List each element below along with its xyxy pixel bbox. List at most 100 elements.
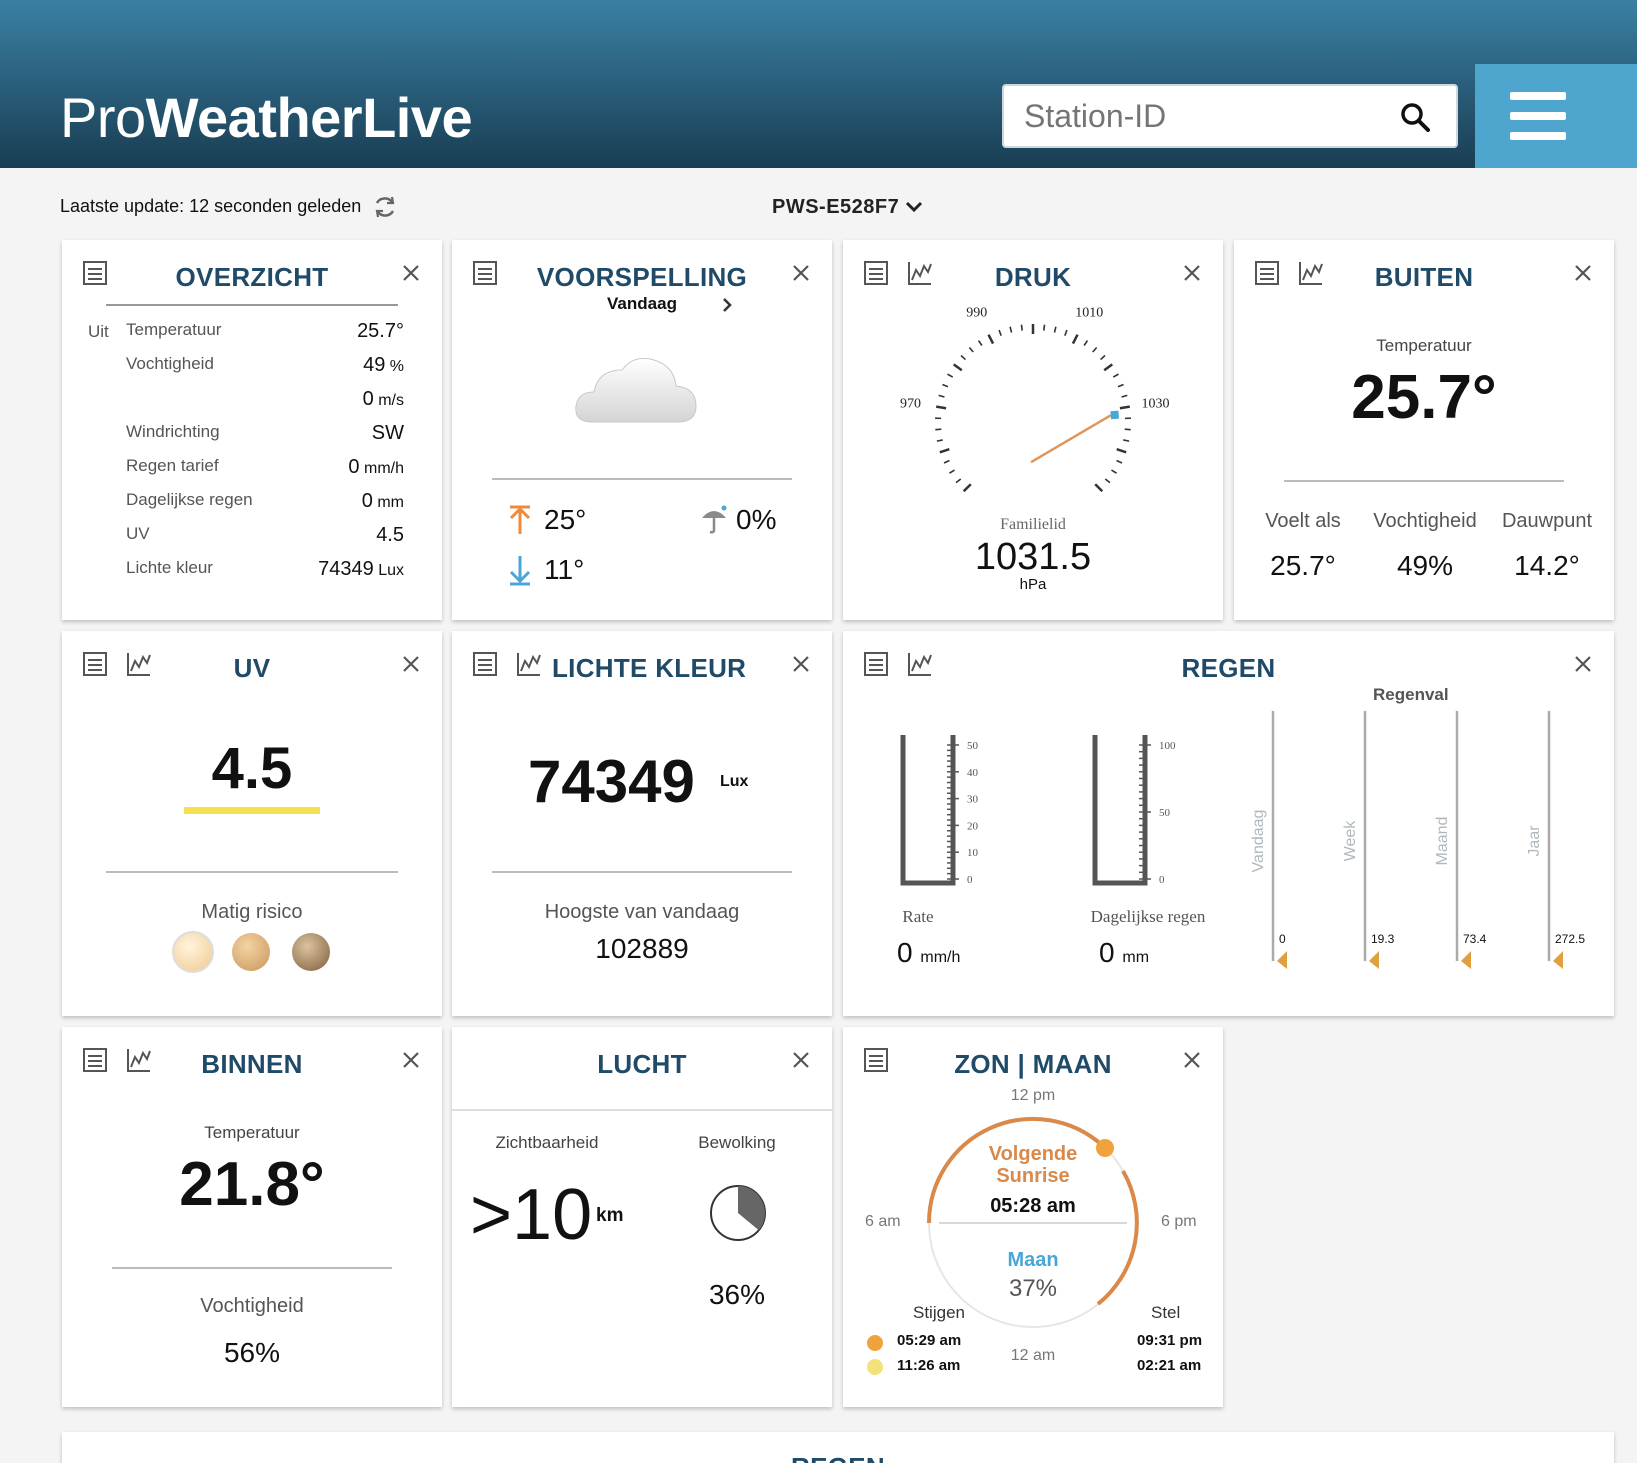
sun-rise-time: 05:29 am — [897, 1332, 962, 1349]
app-header: ProWeatherLive — [0, 0, 1637, 168]
refresh-icon[interactable] — [372, 194, 398, 220]
list-icon[interactable] — [82, 1047, 108, 1073]
regenval-title: Regenval — [1373, 685, 1449, 704]
overview-row-label: Windrichting — [126, 422, 220, 441]
card-title: OVERZICHT — [175, 262, 329, 292]
close-icon[interactable] — [792, 1051, 810, 1069]
close-icon[interactable] — [402, 1051, 420, 1069]
gauge-tick — [1092, 346, 1098, 353]
list-icon[interactable] — [472, 651, 498, 677]
close-icon[interactable] — [1183, 264, 1201, 282]
gauge-tick — [943, 459, 950, 464]
gauge-tick — [952, 363, 963, 372]
gauge-tick-label: 30 — [967, 794, 979, 806]
list-icon[interactable] — [1254, 260, 1280, 286]
close-icon[interactable] — [792, 264, 810, 282]
gauge-tick-label: 1010 — [1075, 306, 1103, 321]
chart-icon[interactable] — [126, 1047, 152, 1073]
station-search — [1002, 84, 1458, 148]
card-overzicht: OVERZICHT Uit Temperatuur 25.7° Vochtighei… — [62, 240, 442, 620]
overview-row: 0 m/s — [62, 388, 442, 418]
status-bar: Laatste update: 12 seconden geleden PWS-… — [0, 194, 1637, 224]
close-icon[interactable] — [1574, 655, 1592, 673]
gauge-tick — [1100, 354, 1106, 361]
close-icon[interactable] — [792, 655, 810, 673]
daily-value: 0 mm — [1099, 937, 1150, 968]
gauge-tick-label: 10 — [967, 847, 979, 859]
overview-row-label: Vochtigheid — [126, 354, 214, 373]
gauge-tick — [977, 340, 983, 346]
list-icon[interactable] — [863, 260, 889, 286]
forecast-day: Vandaag — [607, 294, 677, 313]
chart-icon[interactable] — [907, 651, 933, 677]
hamburger-menu-button[interactable] — [1475, 64, 1637, 168]
card-uv: UV 4.5 Matig risico — [62, 631, 442, 1016]
chevron-right-icon[interactable] — [720, 296, 734, 314]
gauge-tick — [1020, 324, 1023, 331]
indoor-hum: 56% — [223, 1337, 281, 1368]
list-icon[interactable] — [863, 651, 889, 677]
overview-row-value: 25.7° — [357, 320, 404, 342]
chart-icon[interactable] — [126, 651, 152, 677]
temp-label: Temperatuur — [204, 1123, 300, 1142]
chevron-down-icon[interactable] — [904, 198, 924, 216]
search-icon[interactable] — [1400, 102, 1430, 132]
temp-label: Temperatuur — [1376, 336, 1472, 355]
gauge-tick — [1064, 329, 1068, 336]
rainfall-marker — [1369, 951, 1379, 969]
close-icon[interactable] — [402, 655, 420, 673]
close-icon[interactable] — [402, 264, 420, 282]
station-selector[interactable]: PWS-E528F7 — [772, 196, 900, 218]
card-title: DRUK — [994, 262, 1072, 292]
forecast-low: 11° — [544, 554, 585, 585]
cloud-icon — [575, 357, 697, 423]
rate-value: 0 mm/h — [897, 937, 961, 968]
overview-row: Dagelijkse regen 0 mm — [62, 490, 442, 520]
max-value: 102889 — [595, 933, 689, 964]
card-regen-bottom: REGEN — [62, 1432, 1614, 1463]
gauge-sublabel: Familielid — [1000, 516, 1066, 533]
sun-icon — [867, 1335, 883, 1351]
rise-label: Stijgen — [913, 1303, 965, 1322]
overview-row-label: Dagelijkse regen — [126, 490, 253, 509]
gauge-tick — [1121, 394, 1128, 398]
vis-value: >10 — [470, 1175, 593, 1255]
gauge-tick-label: 100 — [1159, 740, 1175, 752]
moon-set-time: 02:21 am — [1137, 1357, 1202, 1374]
card-regen: REGEN 50 40 30 20 10 0 Rate 0 mm/h 100 50 0 Dag… — [843, 631, 1614, 1016]
pressure-unit: hPa — [1019, 576, 1047, 593]
card-title: UV — [233, 653, 271, 683]
forecast-high: 25° — [544, 504, 587, 535]
arrow-up-icon — [509, 505, 531, 534]
cloud-value: 36% — [708, 1279, 766, 1310]
list-icon[interactable] — [82, 651, 108, 677]
close-icon[interactable] — [1183, 1051, 1201, 1069]
chart-icon[interactable] — [907, 260, 933, 286]
station-search-input[interactable] — [1024, 96, 1384, 136]
group-label: Uit — [88, 322, 109, 341]
list-icon[interactable] — [863, 1047, 889, 1073]
card-title: ZON | MAAN — [954, 1049, 1112, 1079]
overview-row: UV 4.5 — [62, 524, 442, 554]
stat-value: 25.7° — [1270, 550, 1336, 581]
outdoor-temp: 25.7° — [1351, 363, 1497, 432]
gauge-tick — [1009, 326, 1013, 333]
gauge-tick — [1104, 478, 1111, 484]
chart-icon[interactable] — [516, 651, 542, 677]
close-icon[interactable] — [1574, 264, 1592, 282]
dial-right-label: 6 pm — [1161, 1213, 1197, 1230]
divider — [492, 871, 792, 873]
gauge-tick-label: 0 — [967, 874, 973, 886]
gauge-tick — [1116, 448, 1127, 454]
daily-label: Dagelijkse regen — [1090, 907, 1206, 926]
overview-row-value: 49 % — [363, 354, 404, 376]
rate-label: Rate — [902, 907, 934, 926]
gauge-tick — [960, 354, 966, 361]
gauge-tick — [949, 469, 955, 474]
logo[interactable]: ProWeatherLive — [60, 86, 473, 149]
gauge-tick-label: 50 — [1159, 807, 1171, 819]
overview-row-value: 0 mm/h — [348, 456, 404, 478]
chart-icon[interactable] — [1298, 260, 1324, 286]
list-icon[interactable] — [82, 260, 108, 286]
list-icon[interactable] — [472, 260, 498, 286]
